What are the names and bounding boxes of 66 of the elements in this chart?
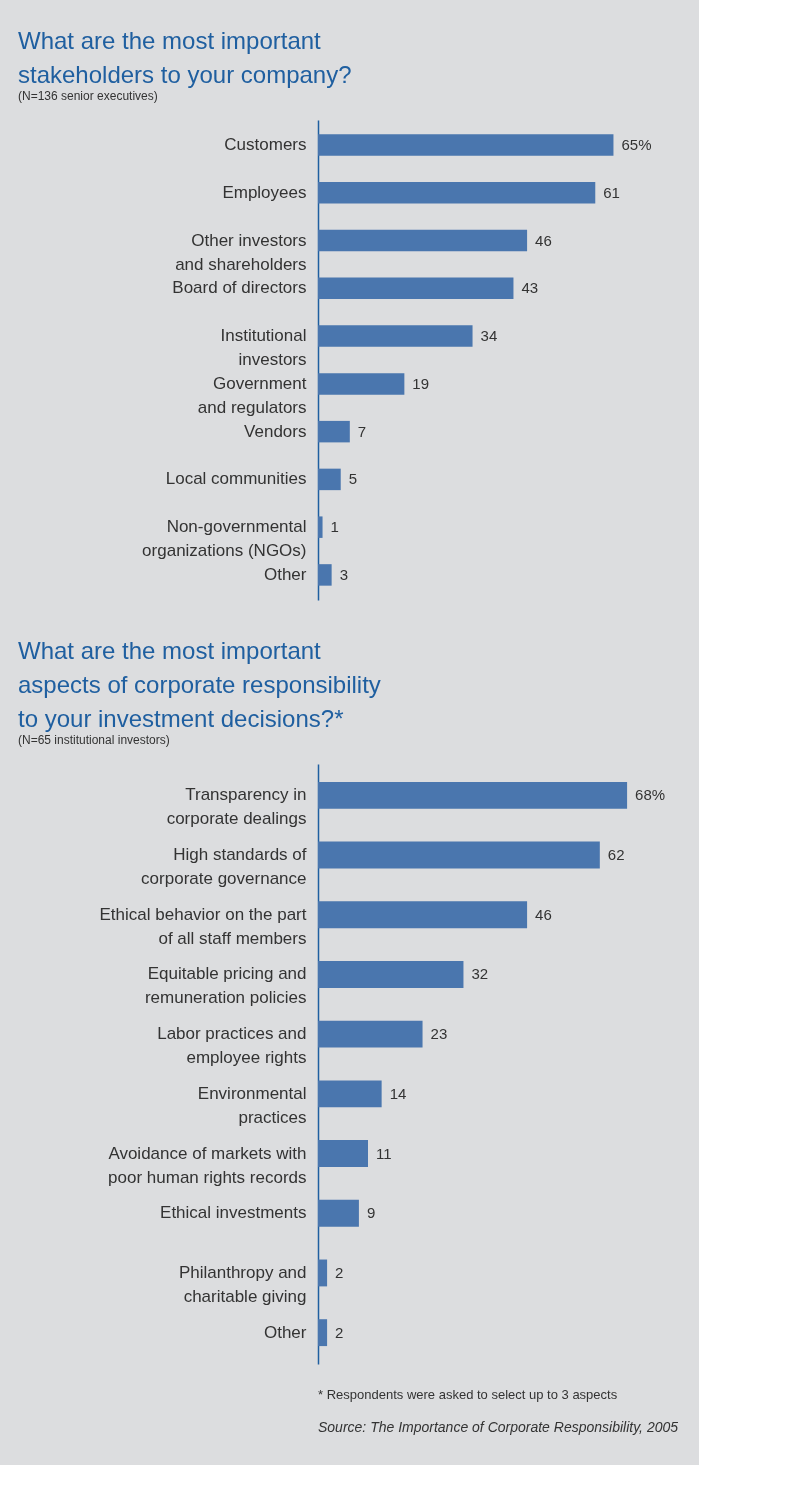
bar (318, 961, 464, 988)
data-label: 7 (357, 422, 367, 440)
y-tick-label: High standards of corporate governance (141, 845, 307, 889)
y-tick-label: Customers (224, 135, 307, 155)
bar (318, 1080, 382, 1108)
bar (318, 1259, 328, 1287)
data-label: 46 (535, 905, 552, 923)
bar (318, 134, 614, 156)
y-tick-label: Other (263, 564, 307, 584)
y-tick-label: Labor practices and employee rights (157, 1024, 307, 1068)
bar (318, 373, 405, 395)
chart-title: What are the most important aspects of corporate responsibility to your investment decisions?* (18, 637, 381, 732)
bar (318, 229, 528, 252)
data-label: 65% (621, 136, 652, 154)
chart-title: What are the most important stakeholders to your company? (18, 27, 352, 88)
data-label: 3 (339, 565, 348, 583)
y-tick-label: Other investors and shareholders (175, 230, 307, 274)
y-tick-label: Avoidance of markets with poor human rights records (108, 1143, 307, 1187)
bar (318, 325, 473, 347)
bar (318, 1319, 328, 1347)
data-label: 43 (521, 279, 539, 297)
data-label: 2 (335, 1323, 344, 1341)
bar (318, 901, 528, 929)
data-label: 5 (348, 470, 358, 488)
data-label: 62 (607, 846, 625, 864)
y-tick-label: Employees (222, 182, 307, 202)
y-tick-label: Philanthropy and charitable giving (178, 1262, 307, 1306)
y-tick-label: Local communities (165, 469, 307, 489)
text: * Respondents were asked to select up to 3 aspects (318, 1387, 618, 1402)
y-tick-label: Vendors (244, 421, 307, 441)
data-label: 32 (471, 965, 489, 983)
data-label: 1 (330, 518, 339, 536)
data-label: 11 (376, 1144, 392, 1162)
y-tick-label: Other (263, 1322, 307, 1342)
data-label: 2 (335, 1263, 344, 1281)
data-label: 14 (389, 1084, 407, 1102)
bar (318, 277, 514, 300)
data-label: 61 (603, 183, 620, 201)
data-label: 46 (535, 231, 552, 249)
y-tick-label: Government and regulators (197, 373, 307, 417)
data-label: 19 (412, 374, 430, 392)
bar (318, 182, 596, 204)
text: (N=65 institutional investors) (18, 733, 170, 747)
y-tick-label: Environmental practices (197, 1083, 307, 1127)
bar (318, 468, 341, 491)
data-label: 34 (480, 327, 498, 345)
data-label: 23 (430, 1025, 448, 1043)
bar (318, 1140, 368, 1167)
y-tick-label: Ethical behavior on the part of all staff members (99, 904, 307, 948)
bar (318, 420, 350, 443)
y-tick-label: Ethical investments (160, 1203, 307, 1223)
source-note: Source: The Importance of Corporate Responsibility, 2005 (318, 1419, 679, 1435)
bar (318, 841, 600, 869)
y-tick-label: Board of directors (172, 278, 307, 298)
data-label: 9 (366, 1204, 376, 1222)
text: (N=136 senior executives) (18, 89, 158, 103)
y-tick-label: Institutional investors (220, 326, 307, 370)
bar (318, 564, 332, 586)
y-tick-label: Equitable pricing and remuneration policies (144, 964, 307, 1008)
bar (318, 781, 628, 809)
bar (318, 516, 323, 538)
data-label: 68% (635, 786, 666, 804)
y-tick-label: Non-governmental organizations (NGOs) (142, 517, 307, 561)
y-tick-label: Transparency in corporate dealings (166, 785, 307, 829)
bar (318, 1199, 359, 1227)
bar (318, 1020, 423, 1048)
